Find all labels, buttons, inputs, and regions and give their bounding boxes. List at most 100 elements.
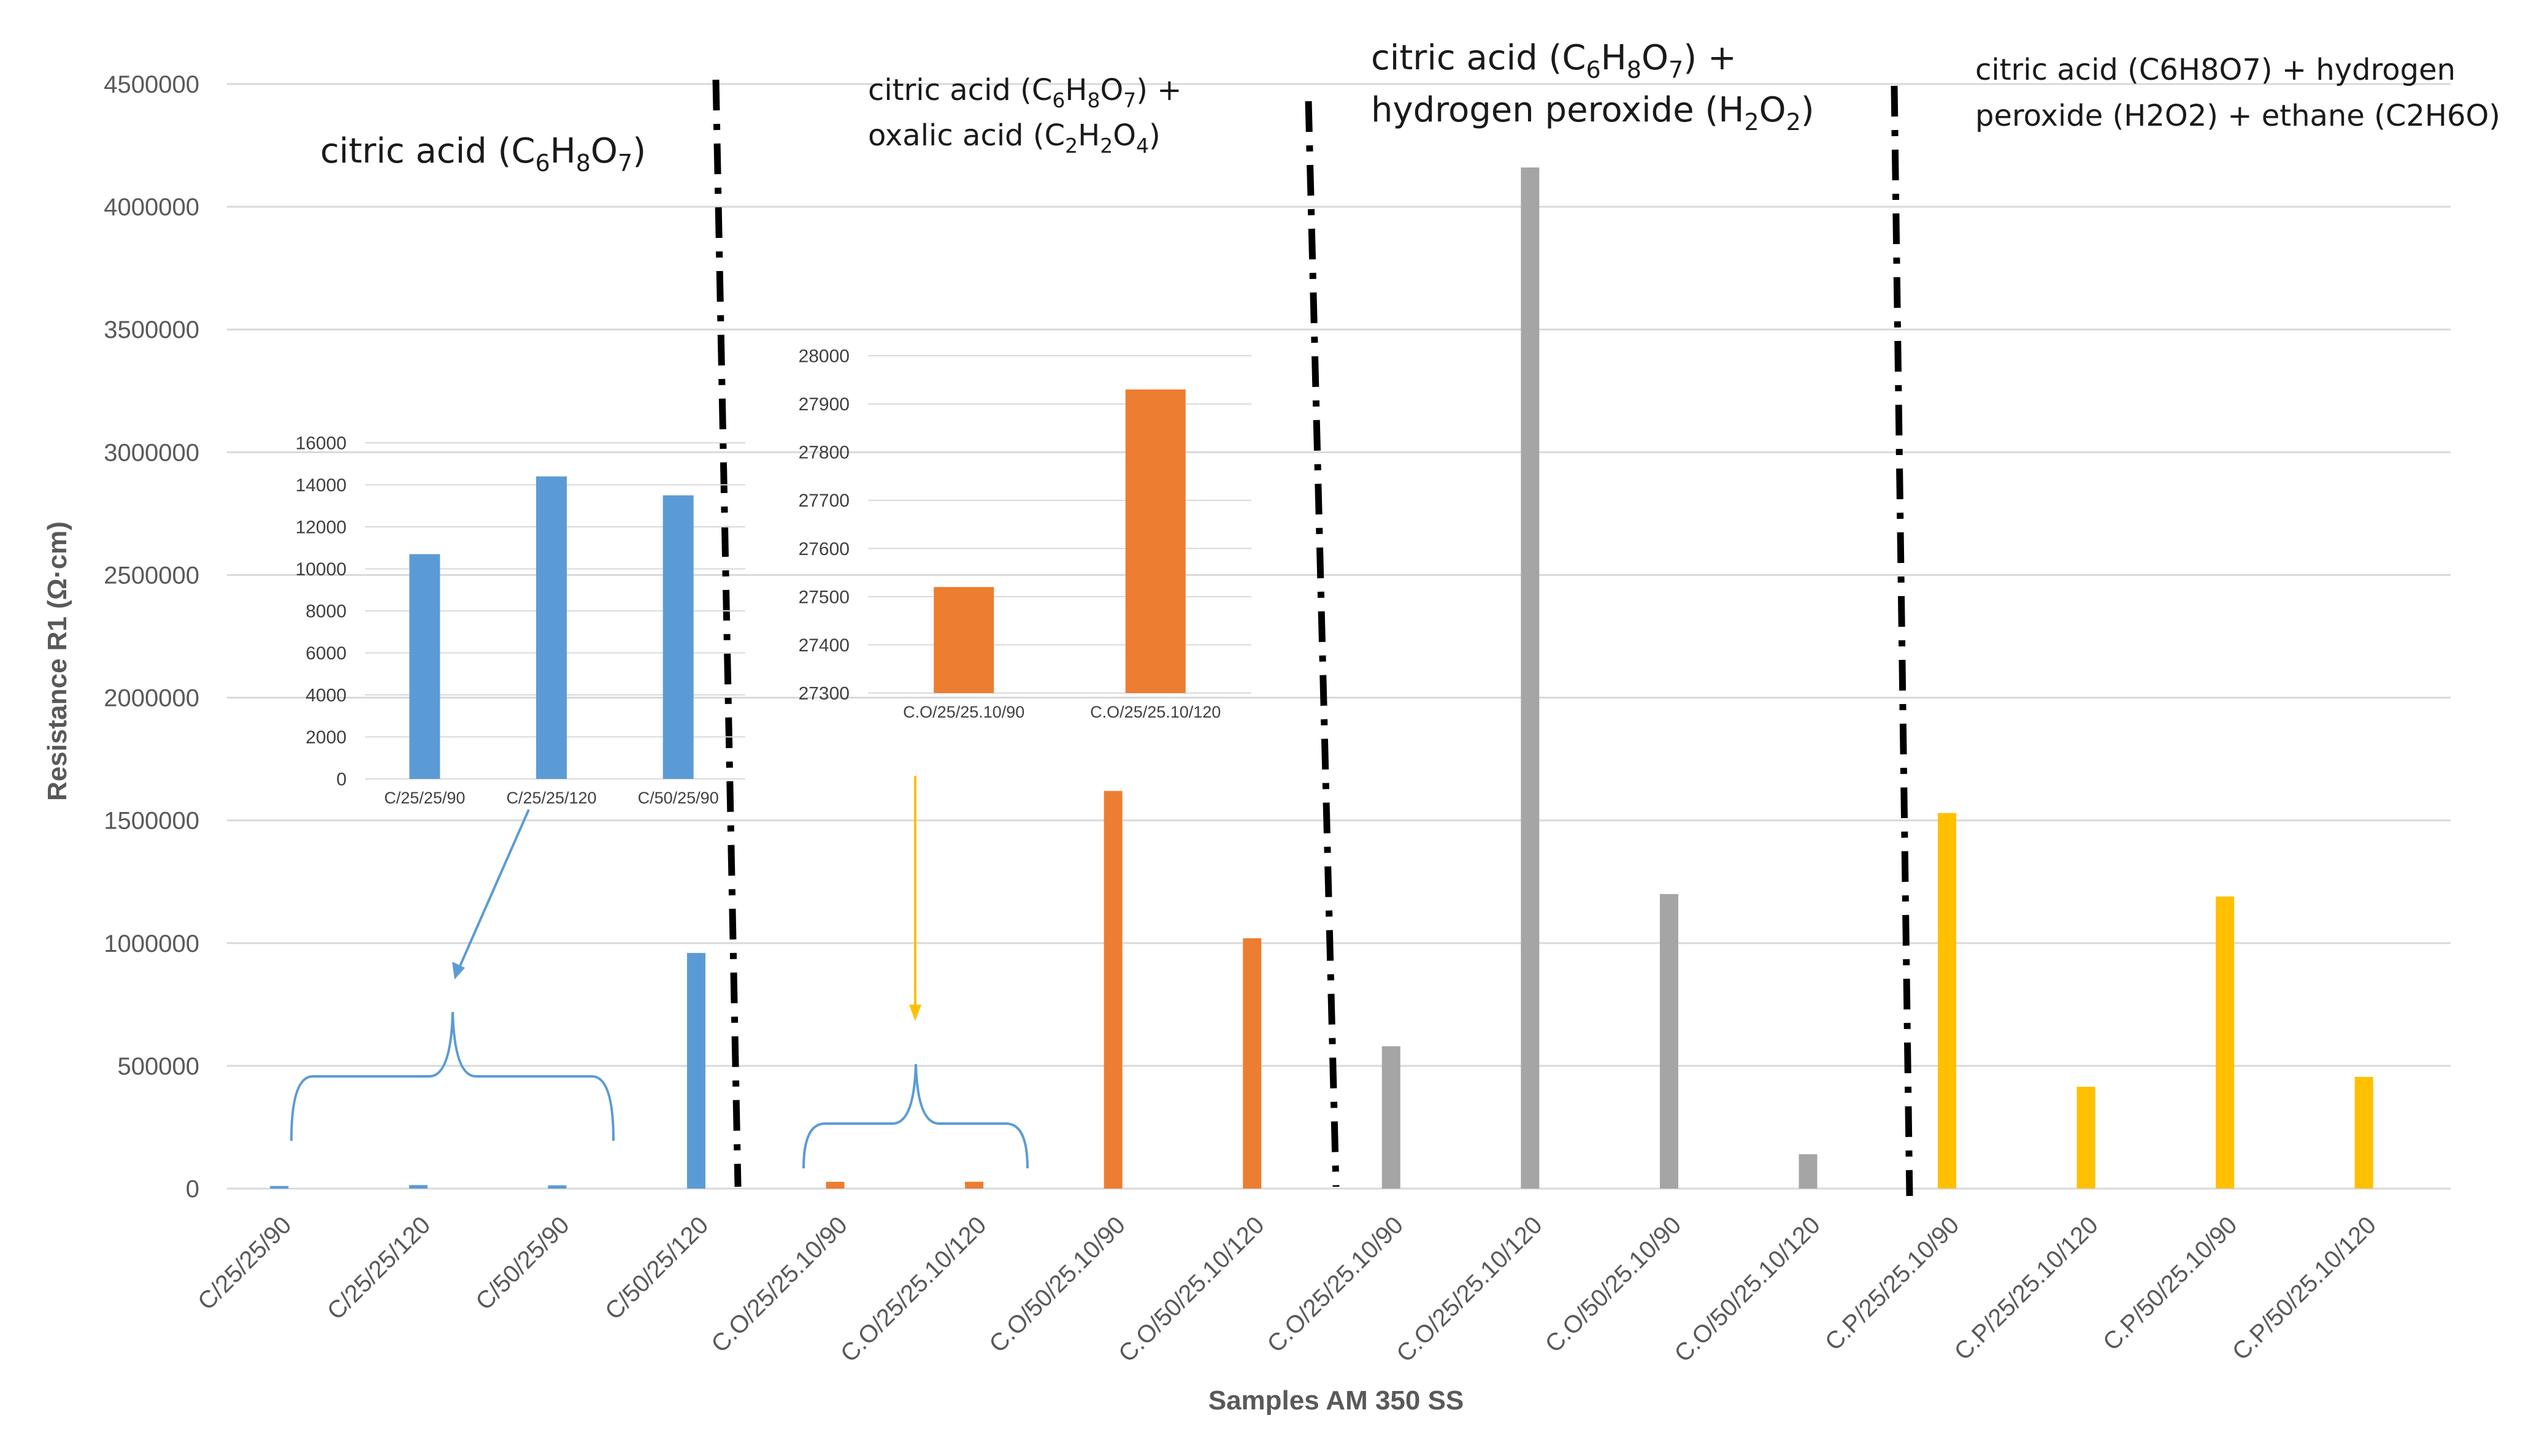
main-x-category-label: C.O/25/25.10/120: [1391, 1211, 1547, 1367]
x-axis-title: Samples AM 350 SS: [1208, 1385, 1464, 1416]
main-x-category-label: C.O/50/25.10/120: [1113, 1211, 1269, 1367]
inset-orange-x-category-labels: C.O/25/25.10/90 C.O/25/25.10/120: [903, 703, 1221, 721]
inset1-y-tick-label: 12000: [296, 518, 347, 538]
main-y-tick-label: 1000000: [104, 930, 199, 957]
inset2-y-tick-label: 27700: [799, 491, 850, 511]
inset-blue-bars: [409, 476, 694, 779]
main-x-category-label: C/25/25/120: [322, 1211, 436, 1325]
inset1-bar: [409, 554, 440, 779]
inset2-y-tick-label: 27900: [799, 394, 850, 415]
main-x-category-label: C.O/50/25.10/90: [984, 1211, 1131, 1358]
group-separators: [712, 79, 1913, 1197]
inset2-x-category-label: C.O/25/25.10/90: [903, 703, 1024, 721]
inset-chart-blue: 0 2000 4000 6000 8000 10000 12000 14000 16000 C/…: [296, 434, 745, 807]
main-y-tick-label: 500000: [118, 1053, 199, 1080]
callout-blue: [290, 809, 615, 1141]
group-label-citric-peroxide: citric acid (C6H8O7) + hydrogen peroxide…: [1371, 38, 1814, 136]
callout-orange: [802, 776, 1029, 1169]
main-bar: [409, 1185, 428, 1189]
main-bar: [826, 1181, 845, 1189]
inset1-bar: [536, 476, 567, 779]
inset-blue-y-tick-labels: 0 2000 4000 6000 8000 10000 12000 14000 16000: [296, 434, 347, 790]
main-bar: [686, 952, 705, 1189]
inset2-y-tick-label: 27400: [799, 635, 850, 656]
inset-orange-bars: [934, 389, 1186, 693]
main-x-category-label: C.P/50/25.10/120: [2227, 1211, 2381, 1365]
inset1-y-tick-label: 16000: [296, 434, 347, 454]
inset2-x-category-label: C.O/25/25.10/120: [1090, 703, 1221, 721]
brace-blue: [290, 1011, 615, 1141]
group-label-citric-oxalic: citric acid (C6H8O7) + oxalic acid (C2H2…: [868, 73, 1191, 158]
main-bars: [270, 167, 2373, 1189]
separator-line-3: [1891, 85, 1913, 1197]
main-x-category-label: C.O/50/25.10/120: [1669, 1211, 1825, 1367]
inset2-y-tick-label: 27600: [799, 539, 850, 559]
inset-orange-gridlines: [868, 355, 1251, 694]
main-bar: [2216, 896, 2235, 1189]
main-bar: [1521, 167, 1540, 1189]
separator-line-2: [1305, 101, 1340, 1187]
inset1-x-category-label: C/25/25/90: [384, 789, 465, 807]
inset1-y-tick-label: 0: [336, 770, 347, 790]
main-bar: [1799, 1154, 1818, 1189]
main-x-category-label: C.O/50/25.10/90: [1540, 1211, 1687, 1358]
inset-orange-y-tick-labels: 27300 27400 27500 27600 27700 27800 27900 28000: [799, 347, 850, 704]
inset2-y-tick-label: 27300: [799, 684, 850, 704]
arrow-orange-head: [909, 1005, 921, 1021]
main-x-category-label: C.O/25/25.10/120: [835, 1211, 991, 1367]
main-x-category-label: C.O/25/25.10/90: [1262, 1211, 1408, 1358]
main-x-category-label: C.O/25/25.10/90: [706, 1211, 853, 1358]
main-x-category-label: C/50/25/120: [600, 1211, 713, 1325]
main-x-category-label: C.P/25/25.10/120: [1949, 1211, 2103, 1365]
inset2-bar: [934, 587, 994, 693]
brace-orange: [802, 1063, 1029, 1169]
inset1-x-category-label: C/50/25/90: [638, 789, 719, 807]
main-bar: [2076, 1086, 2095, 1189]
main-bar: [270, 1186, 289, 1189]
main-bar: [1659, 894, 1678, 1189]
main-bar: [1381, 1046, 1400, 1189]
main-y-tick-label: 0: [186, 1176, 199, 1203]
main-bar: [1104, 791, 1123, 1189]
y-axis-title: Resistance R1 (Ω·cm): [42, 521, 72, 801]
main-y-tick-label: 4500000: [104, 71, 199, 98]
inset2-bar: [1125, 389, 1186, 693]
inset2-y-tick-label: 28000: [799, 347, 850, 367]
main-y-tick-label: 2500000: [104, 562, 199, 589]
main-x-category-label: C/25/25/90: [193, 1211, 296, 1315]
main-y-tick-label: 3500000: [104, 316, 199, 343]
main-y-tick-label: 4000000: [104, 194, 199, 221]
main-x-category-label: C/50/25/90: [470, 1211, 574, 1315]
main-y-tick-label: 1500000: [104, 808, 199, 835]
inset1-y-tick-label: 8000: [305, 602, 347, 622]
separator-line-1: [712, 79, 742, 1187]
main-x-category-label: C.P/25/25.10/90: [1820, 1211, 1965, 1356]
inset1-x-category-label: C/25/25/120: [506, 789, 596, 807]
main-bar: [2354, 1076, 2373, 1189]
group-label-citric-acid: citric acid (C6H8O7): [320, 131, 646, 177]
inset1-y-tick-label: 2000: [305, 727, 347, 748]
inset1-y-tick-label: 4000: [305, 686, 347, 706]
main-y-tick-label: 3000000: [104, 439, 199, 466]
inset2-y-tick-label: 27800: [799, 443, 850, 463]
main-bar: [1243, 938, 1262, 1189]
main-y-tick-label: 2000000: [104, 685, 199, 712]
main-bar: [1938, 813, 1957, 1189]
arrow-blue-head: [452, 962, 465, 979]
inset1-y-tick-label: 10000: [296, 559, 347, 580]
inset1-y-tick-label: 14000: [296, 475, 347, 496]
group-label-citric-peroxide-ethane: citric acid (C6H8O7) + hydrogen peroxide…: [1975, 53, 2500, 133]
inset-blue-x-category-labels: C/25/25/90 C/25/25/120 C/50/25/90: [384, 789, 718, 807]
inset-chart-orange: 27300 27400 27500 27600 27700 27800 27900 28000…: [799, 347, 1251, 721]
main-y-tick-labels: 0 500000 1000000 1500000 2000000 2500000 30000…: [104, 71, 199, 1203]
arrow-blue-shaft: [458, 809, 530, 968]
inset1-y-tick-label: 6000: [305, 643, 347, 664]
main-x-category-label: C.P/50/25.10/90: [2098, 1211, 2243, 1356]
main-gridlines: [227, 83, 2451, 1190]
main-x-category-labels: C/25/25/90 C/25/25/120 C/50/25/90 C/50/25/1…: [193, 1211, 2381, 1367]
inset1-bar: [662, 495, 694, 779]
inset2-y-tick-label: 27500: [799, 587, 850, 607]
main-bar: [965, 1181, 984, 1189]
main-bar: [548, 1185, 567, 1189]
